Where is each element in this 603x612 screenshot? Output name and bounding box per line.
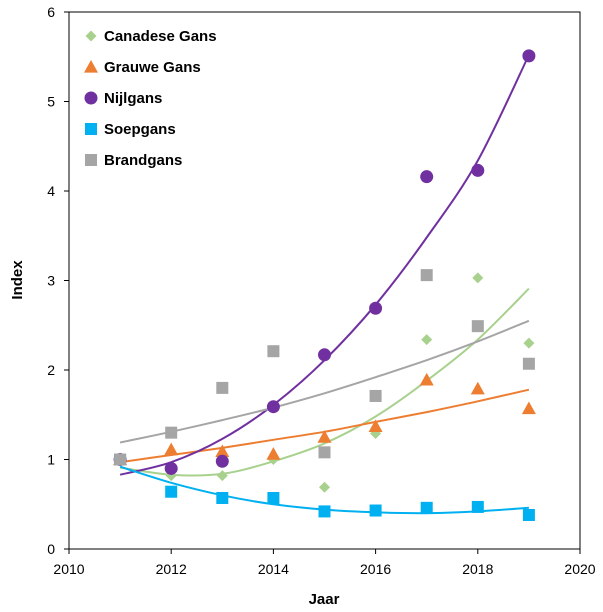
x-tick-label: 2016 (360, 561, 391, 577)
legend-label-canadese-gans: Canadese Gans (104, 28, 217, 45)
y-tick-label: 3 (47, 273, 55, 289)
point-canadese-gans-2017 (421, 334, 432, 345)
x-tick-label: 2012 (156, 561, 187, 577)
point-brandgans-2014 (267, 345, 279, 357)
point-nijlgans-2017 (420, 170, 433, 183)
legend-item-soepgans: Soepgans (85, 121, 176, 138)
legend-marker-nijlgans (85, 92, 98, 105)
point-grauwe-gans-2019 (522, 401, 536, 414)
y-tick-label: 6 (47, 4, 55, 20)
y-tick-label: 1 (47, 452, 55, 468)
point-soepgans-2015 (319, 505, 331, 517)
y-tick-label: 5 (47, 94, 55, 110)
legend-marker-canadese-gans (86, 31, 97, 42)
legend-marker-brandgans (85, 154, 97, 166)
point-grauwe-gans-2017 (420, 373, 434, 386)
point-brandgans-2015 (319, 446, 331, 458)
point-brandgans-2018 (472, 320, 484, 332)
y-axis-title: Index (9, 260, 26, 300)
point-brandgans-2013 (216, 382, 228, 394)
point-nijlgans-2019 (522, 49, 535, 62)
legend-item-brandgans: Brandgans (85, 152, 182, 169)
point-soepgans-2019 (523, 509, 535, 521)
point-brandgans-2012 (165, 427, 177, 439)
legend: Canadese Gans Grauwe Gans Nijlgans Soepgans… (84, 28, 217, 169)
point-soepgans-2017 (421, 502, 433, 514)
x-tick-label: 2014 (258, 561, 289, 577)
point-grauwe-gans-2018 (471, 382, 485, 395)
point-nijlgans-2013 (216, 455, 229, 468)
legend-marker-soepgans (85, 123, 97, 135)
x-tick-label: 2010 (53, 561, 84, 577)
point-grauwe-gans-2012 (164, 443, 178, 456)
point-soepgans-2016 (370, 505, 382, 517)
point-brandgans-2011 (114, 454, 126, 466)
legend-label-brandgans: Brandgans (104, 152, 182, 169)
point-nijlgans-2015 (318, 348, 331, 361)
y-tick-label: 2 (47, 362, 55, 378)
point-brandgans-2017 (421, 269, 433, 281)
point-soepgans-2018 (472, 501, 484, 513)
y-tick-label: 0 (47, 541, 55, 557)
x-tick-label: 2018 (462, 561, 493, 577)
x-axis-title: Jaar (309, 591, 340, 608)
legend-label-nijlgans: Nijlgans (104, 90, 162, 107)
point-nijlgans-2018 (471, 164, 484, 177)
point-nijlgans-2014 (267, 400, 280, 413)
point-nijlgans-2012 (165, 462, 178, 475)
point-canadese-gans-2019 (523, 338, 534, 349)
point-brandgans-2016 (370, 390, 382, 402)
legend-item-nijlgans: Nijlgans (85, 90, 163, 107)
point-soepgans-2014 (267, 492, 279, 504)
point-canadese-gans-2018 (472, 272, 483, 283)
point-canadese-gans-2015 (319, 482, 330, 493)
x-tick-label: 2020 (564, 561, 595, 577)
point-grauwe-gans-2014 (266, 447, 280, 460)
trendline-brandgans (120, 321, 529, 443)
trendlines (120, 55, 529, 513)
point-canadese-gans-2013 (217, 470, 228, 481)
point-brandgans-2019 (523, 358, 535, 370)
legend-marker-grauwe-gans (84, 60, 98, 73)
trendline-nijlgans (120, 55, 529, 475)
point-soepgans-2012 (165, 486, 177, 498)
legend-label-grauwe-gans: Grauwe Gans (104, 59, 201, 76)
y-tick-label: 4 (47, 183, 55, 199)
point-nijlgans-2016 (369, 302, 382, 315)
data-markers (113, 49, 536, 521)
legend-label-soepgans: Soepgans (104, 121, 176, 138)
legend-item-canadese-gans: Canadese Gans (86, 28, 217, 45)
legend-item-grauwe-gans: Grauwe Gans (84, 59, 201, 76)
point-soepgans-2013 (216, 492, 228, 504)
